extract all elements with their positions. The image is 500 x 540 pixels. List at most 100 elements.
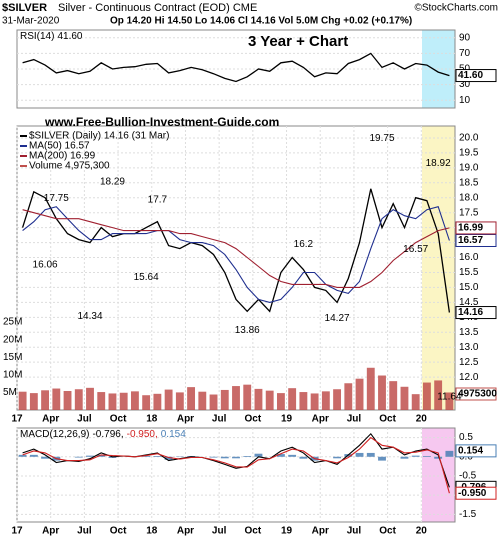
value-tag-box [455,387,497,401]
y-tick-label: 17.5 [459,207,479,218]
y-tick-label: 30 [459,79,471,90]
x-tick-label: 19 [281,526,293,537]
series-line [22,432,450,488]
bar [86,387,94,410]
y2-tick-label: 10M [3,369,22,380]
legend-value: -0.796, [92,429,123,440]
y-tick-label: -0.5 [459,471,477,482]
annotation: 17.7 [148,194,168,205]
bar [243,456,252,457]
bar [130,391,139,410]
bar [310,393,319,410]
y2-tick-label: 20M [3,334,22,345]
bar [276,454,285,457]
x-tick-label: Apr [312,414,329,425]
y-tick-label: 0.5 [459,432,473,443]
x-tick-label: Apr [42,526,59,537]
bar [299,392,308,410]
bar [344,383,353,410]
annotation: 15.64 [134,272,159,283]
bar [366,367,375,410]
bar [164,456,173,460]
bar [74,389,83,410]
y-tick-label: 18.5 [459,177,479,188]
bar [288,454,297,457]
bar [175,392,184,410]
x-tick-label: 17 [11,526,23,537]
bar [29,454,38,457]
bar [86,455,94,457]
bar [52,388,61,410]
x-tick-label: Apr [177,526,194,537]
bar [142,456,151,457]
y-tick-label: 14.5 [459,297,479,308]
source: ©StockCharts.com [414,3,498,14]
bar [108,393,117,410]
bar [434,456,443,459]
bar [445,392,454,410]
x-tick-label: Oct [245,526,262,537]
bar [378,375,386,410]
instrument-name: Silver - Continuous Contract (EOD) CME [58,2,257,14]
y-tick-label: 15.0 [459,282,479,293]
value-tag: 14.16 [458,307,483,318]
x-tick-label: 19 [281,414,293,425]
annotation: 17.75 [44,193,69,204]
bar [389,381,398,410]
bar [254,388,263,410]
bar [119,392,128,410]
x-tick-label: Oct [110,414,127,425]
y-tick-label: -1.5 [459,509,477,520]
bar [41,390,50,410]
bar [400,456,409,459]
y-tick-label: 19.5 [459,148,479,159]
value-tag-box [455,486,497,500]
x-tick-label: 18 [146,526,158,537]
bar [378,456,386,461]
y-tick-label: 16.0 [459,252,479,263]
x-tick-label: Oct [245,414,262,425]
date: 31-Mar-2020 [2,16,60,27]
bar [411,455,420,457]
annotation: 14.34 [77,311,102,322]
legend-value: -0.950, [127,429,158,440]
annotation: 3 Year + Chart [248,33,348,50]
x-tick-label: Oct [110,526,127,537]
series-line [22,436,450,494]
y-tick-label: 12.5 [459,357,479,368]
value-tag-box [455,233,497,247]
x-tick-label: 17 [11,414,23,425]
bar [220,389,229,410]
bar [422,382,431,410]
value-tag-box [455,306,497,320]
value-tag-box [455,444,497,458]
x-tick-label: Oct [379,414,396,425]
bar [366,452,375,457]
bar [220,456,229,459]
legend-value: 41.60 [57,31,82,42]
x-tick-label: Jul [347,414,362,425]
value-tag: 0.154 [458,446,483,457]
bar [187,387,196,410]
bar [209,456,218,458]
annotation: 16.57 [403,244,428,255]
x-tick-label: Jul [212,414,227,425]
y-tick-label: 19.0 [459,162,479,173]
x-tick-label: 18 [146,414,158,425]
legend-title: MACD(12,26,9) [20,429,89,440]
y-tick-label: 20.0 [459,133,479,144]
value-tag: 16.99 [458,223,483,234]
watermark: www.Free-Bullion-Investment-Guide.com [44,115,279,129]
y-tick-label: 13.0 [459,342,479,353]
annotation: 13.86 [235,325,260,336]
annotation: 14.27 [325,313,350,324]
y2-tick-label: 25M [3,317,22,328]
x-tick-label: 20 [416,414,428,425]
legend-title: RSI(14) [20,31,54,42]
bar [153,393,162,410]
x-tick-label: Apr [177,414,194,425]
legend-entry: Volume 4,975,300 [29,161,110,172]
bar [164,389,173,410]
